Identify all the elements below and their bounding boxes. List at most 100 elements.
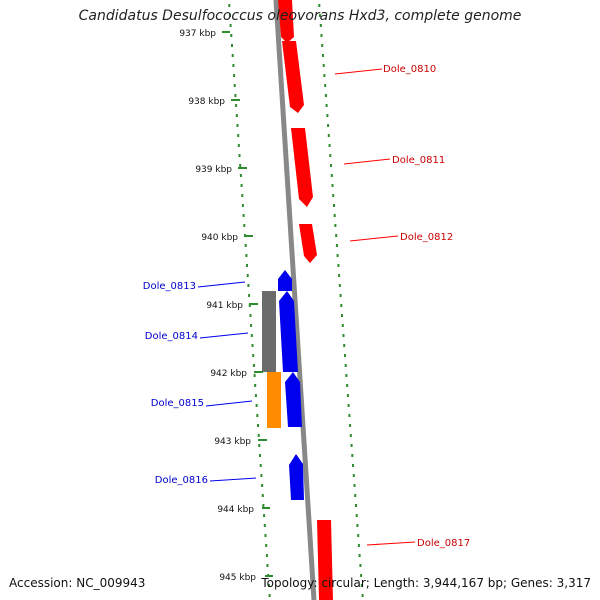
track-dot <box>347 404 350 407</box>
track-dot <box>229 24 232 27</box>
track-dot <box>236 124 239 127</box>
track-dot <box>252 364 255 367</box>
track-dot <box>333 204 335 207</box>
track-dot <box>239 174 242 177</box>
track-dot <box>325 104 328 107</box>
track-dot <box>352 464 354 467</box>
track-dot <box>324 84 327 87</box>
gene-arrow-dole-0817[interactable] <box>317 520 333 600</box>
svg-text:942 kbp: 942 kbp <box>210 369 247 379</box>
track-dot <box>344 354 346 357</box>
gene-arrow-dole-0813[interactable] <box>278 270 292 291</box>
track-dot <box>323 74 326 77</box>
track-dot <box>327 124 330 127</box>
svg-text:Dole_0815: Dole_0815 <box>151 398 204 409</box>
track-dot <box>239 164 242 167</box>
svg-text:Dole_0813: Dole_0813 <box>143 281 196 292</box>
genome-backbone <box>273 0 317 600</box>
track-dot <box>345 374 348 377</box>
track-dot <box>242 214 245 217</box>
scale-tick: 939 kbp <box>195 165 247 175</box>
gene-arrow-partial-top[interactable] <box>278 0 294 43</box>
gene-label-dole-0817[interactable]: Dole_0817 <box>366 538 470 549</box>
svg-text:Dole_0810: Dole_0810 <box>383 64 436 75</box>
track-dot <box>231 54 234 57</box>
inner-dotted-track <box>228 4 271 597</box>
track-dot <box>335 234 338 237</box>
track-dot <box>246 264 248 267</box>
track-dot <box>322 64 325 67</box>
track-dot <box>233 84 236 87</box>
track-dot <box>359 564 362 567</box>
track-dot <box>235 114 238 117</box>
track-dot <box>265 554 268 557</box>
gene-arrow-dole-0812[interactable] <box>299 224 317 263</box>
gene-label-dole-0812[interactable]: Dole_0812 <box>349 232 453 243</box>
track-dot <box>233 74 236 77</box>
track-dot <box>237 134 240 137</box>
gene-label-dole-0815[interactable]: Dole_0815 <box>151 398 253 409</box>
gene-arrow-dole-0810[interactable] <box>282 41 304 113</box>
gene-labels: Dole_0810 Dole_0811 Dole_0812 Dole_0813 … <box>143 64 470 549</box>
track-dot <box>340 304 343 307</box>
track-dot <box>330 174 333 177</box>
gene-label-dole-0814[interactable]: Dole_0814 <box>145 331 249 342</box>
svg-text:938 kbp: 938 kbp <box>188 97 225 107</box>
genome-stats: Topology: circular; Length: 3,944,167 bp… <box>261 576 591 590</box>
gene-arrow-dole-0816[interactable] <box>289 454 304 500</box>
gene-label-dole-0811[interactable]: Dole_0811 <box>343 155 445 166</box>
scale-tick: 940 kbp <box>201 233 253 243</box>
gene-arrow-dole-0814[interactable] <box>279 291 298 372</box>
gene-label-dole-0813[interactable]: Dole_0813 <box>143 281 246 292</box>
track-dot <box>335 244 338 247</box>
track-dot <box>342 334 345 337</box>
track-dot <box>330 164 332 167</box>
track-dot <box>241 204 244 207</box>
gene-label-dole-0816[interactable]: Dole_0816 <box>155 475 257 486</box>
track-dot <box>263 524 266 527</box>
track-dot <box>356 524 359 527</box>
track-dot <box>229 14 231 17</box>
track-dot <box>360 584 363 587</box>
track-dot <box>355 504 357 507</box>
track-dot <box>343 344 346 347</box>
track-dot <box>257 424 259 427</box>
svg-text:Dole_0817: Dole_0817 <box>417 538 470 549</box>
svg-text:937 kbp: 937 kbp <box>179 29 216 39</box>
track-dot <box>259 464 262 467</box>
gene-label-dole-0810[interactable]: Dole_0810 <box>334 64 436 75</box>
track-dot <box>326 114 329 117</box>
track-dot <box>264 534 267 537</box>
track-dot <box>357 544 360 547</box>
scale-tick: 945 kbp <box>219 573 273 583</box>
track-dot <box>237 144 240 147</box>
svg-text:Dole_0812: Dole_0812 <box>400 232 453 243</box>
track-dot <box>268 594 271 597</box>
track-dot <box>361 594 364 597</box>
track-dot <box>338 284 341 287</box>
track-dot <box>319 24 322 27</box>
track-dot <box>263 514 266 517</box>
track-dot <box>244 244 247 247</box>
track-dot <box>318 4 321 7</box>
track-dot <box>360 574 363 577</box>
track-dot <box>261 494 264 497</box>
scale-tick: 941 kbp <box>206 301 258 311</box>
track-dot <box>358 554 361 557</box>
track-dot <box>261 484 264 487</box>
track-dot <box>338 274 341 277</box>
gene-arrow-dole-0811[interactable] <box>291 128 313 207</box>
track-dot <box>337 264 340 267</box>
track-dot <box>266 564 269 567</box>
track-dot <box>251 344 254 347</box>
scale-tick: 937 kbp <box>179 29 230 39</box>
gene-arrow-dole-0815[interactable] <box>285 372 302 427</box>
track-dot <box>320 34 323 37</box>
gene-arrows <box>278 0 333 600</box>
track-dot <box>324 94 327 97</box>
gray-feature-block <box>262 291 276 372</box>
track-dot <box>232 64 235 67</box>
track-dot <box>354 494 357 497</box>
track-dot <box>328 144 331 147</box>
